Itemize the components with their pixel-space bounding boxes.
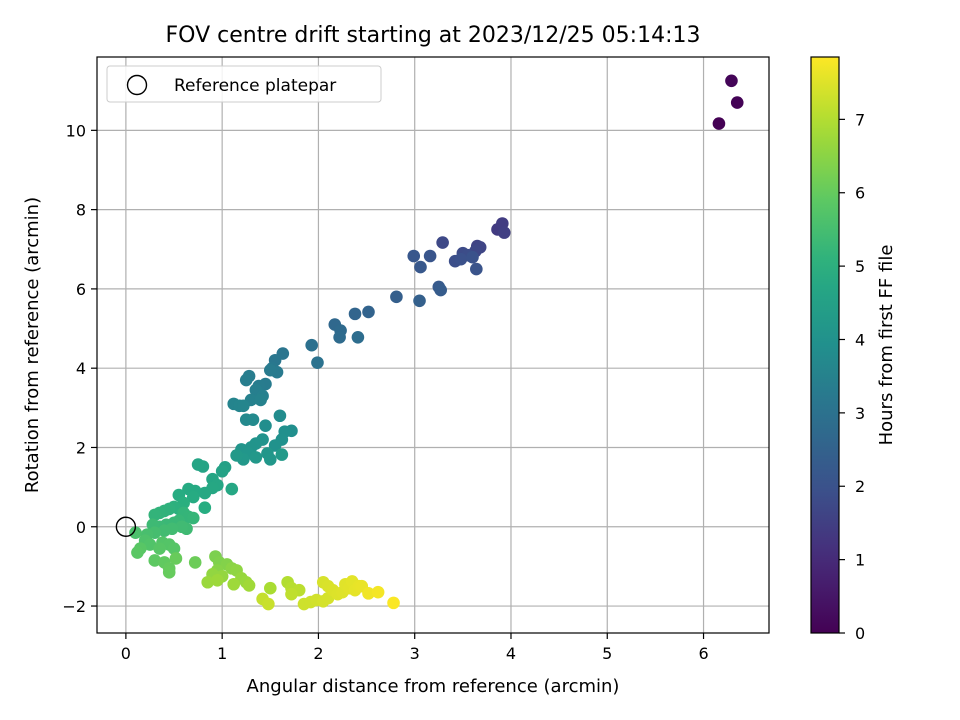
legend-entry: Reference platepar [174, 76, 336, 96]
data-point [285, 587, 298, 601]
colorbar-tick-label: 5 [855, 257, 865, 276]
data-point [129, 526, 142, 540]
data-point [186, 490, 200, 504]
data-point [262, 597, 275, 611]
data-point [413, 294, 426, 308]
y-tick-label: −2 [62, 597, 86, 616]
data-point [143, 538, 157, 551]
data-point [436, 236, 449, 249]
data-point [263, 453, 277, 466]
data-point [273, 409, 287, 423]
data-point [249, 451, 263, 464]
x-tick-label: 1 [217, 644, 227, 663]
y-tick-label: 6 [76, 280, 86, 299]
data-point [305, 338, 318, 352]
data-point [246, 413, 260, 427]
colorbar-label: Hours from first FF file [876, 245, 897, 446]
y-tick-label: 8 [76, 201, 86, 220]
x-axis-label: Angular distance from reference (arcmin) [247, 676, 620, 697]
data-point [351, 330, 365, 344]
colorbar-tick-label: 1 [855, 551, 865, 570]
data-point [230, 449, 243, 462]
data-point [454, 252, 468, 266]
x-tick-label: 2 [313, 644, 323, 663]
data-point [259, 419, 272, 432]
data-point [237, 399, 250, 413]
data-point [712, 117, 726, 130]
data-point [254, 393, 267, 407]
colorbar [810, 56, 840, 634]
data-point [466, 250, 479, 264]
colorbar-tick-label: 2 [855, 477, 865, 496]
data-point [348, 307, 362, 321]
data-point [434, 283, 448, 297]
legend-marker [126, 74, 148, 96]
data-point [242, 579, 256, 592]
y-tick-label: 4 [76, 359, 86, 378]
x-tick-label: 5 [602, 644, 612, 663]
data-point [263, 363, 277, 377]
data-point [371, 585, 385, 599]
y-axis-label: Rotation from reference (arcmin) [22, 197, 43, 493]
data-point [268, 439, 282, 452]
legend-box [106, 65, 382, 103]
legend: Reference platepar [106, 65, 382, 103]
data-point [186, 511, 200, 525]
data-point [131, 546, 144, 559]
data-point [201, 575, 215, 589]
data-point [414, 260, 427, 274]
data-point [215, 464, 229, 478]
x-tick-label: 4 [506, 644, 516, 663]
colorbar-tick-label: 3 [855, 404, 865, 423]
x-tick-label: 6 [698, 644, 708, 663]
data-point [390, 290, 403, 304]
data-point [211, 573, 224, 587]
data-point [198, 501, 212, 515]
colorbar-tick-label: 7 [855, 110, 865, 129]
data-point [362, 305, 375, 319]
data-point [239, 373, 253, 387]
y-tick-label: 2 [76, 438, 86, 457]
data-point [225, 482, 239, 496]
data-point [158, 524, 171, 538]
data-point [407, 249, 421, 263]
x-tick-label: 3 [410, 644, 420, 663]
data-point [198, 486, 212, 500]
reference-point [115, 516, 137, 537]
data-point [263, 581, 277, 595]
data-point [730, 96, 744, 109]
y-tick-label: 10 [66, 121, 86, 140]
plot-area: 0 1 2 3 4 5 6 −2 0 2 4 6 8 10 Reference platepar [62, 56, 770, 663]
data-point [333, 330, 346, 344]
axes-frame [96, 56, 770, 634]
data-point [191, 458, 205, 471]
data-point [387, 596, 400, 610]
data-point [148, 508, 162, 522]
data-point [725, 74, 738, 88]
data-point [167, 542, 181, 555]
colorbar-tick-label: 6 [855, 184, 865, 203]
data-point [169, 552, 183, 565]
colorbar-tick-label: 4 [855, 330, 865, 349]
data-point [153, 542, 166, 555]
data-point [423, 249, 437, 263]
data-point [311, 356, 324, 369]
data-point [175, 520, 189, 534]
data-point [275, 448, 289, 461]
colorbar-tick-label: 0 [855, 624, 865, 643]
data-point [188, 556, 202, 569]
y-tick-label: 0 [76, 518, 86, 537]
data-point [362, 587, 375, 600]
data-point [148, 554, 162, 567]
chart-title: FOV centre drift starting at 2023/12/25 … [166, 23, 701, 48]
x-tick-label: 0 [121, 644, 131, 663]
data-point [470, 262, 483, 276]
data-point [162, 566, 176, 579]
data-point [227, 577, 241, 591]
data-point [497, 226, 511, 239]
